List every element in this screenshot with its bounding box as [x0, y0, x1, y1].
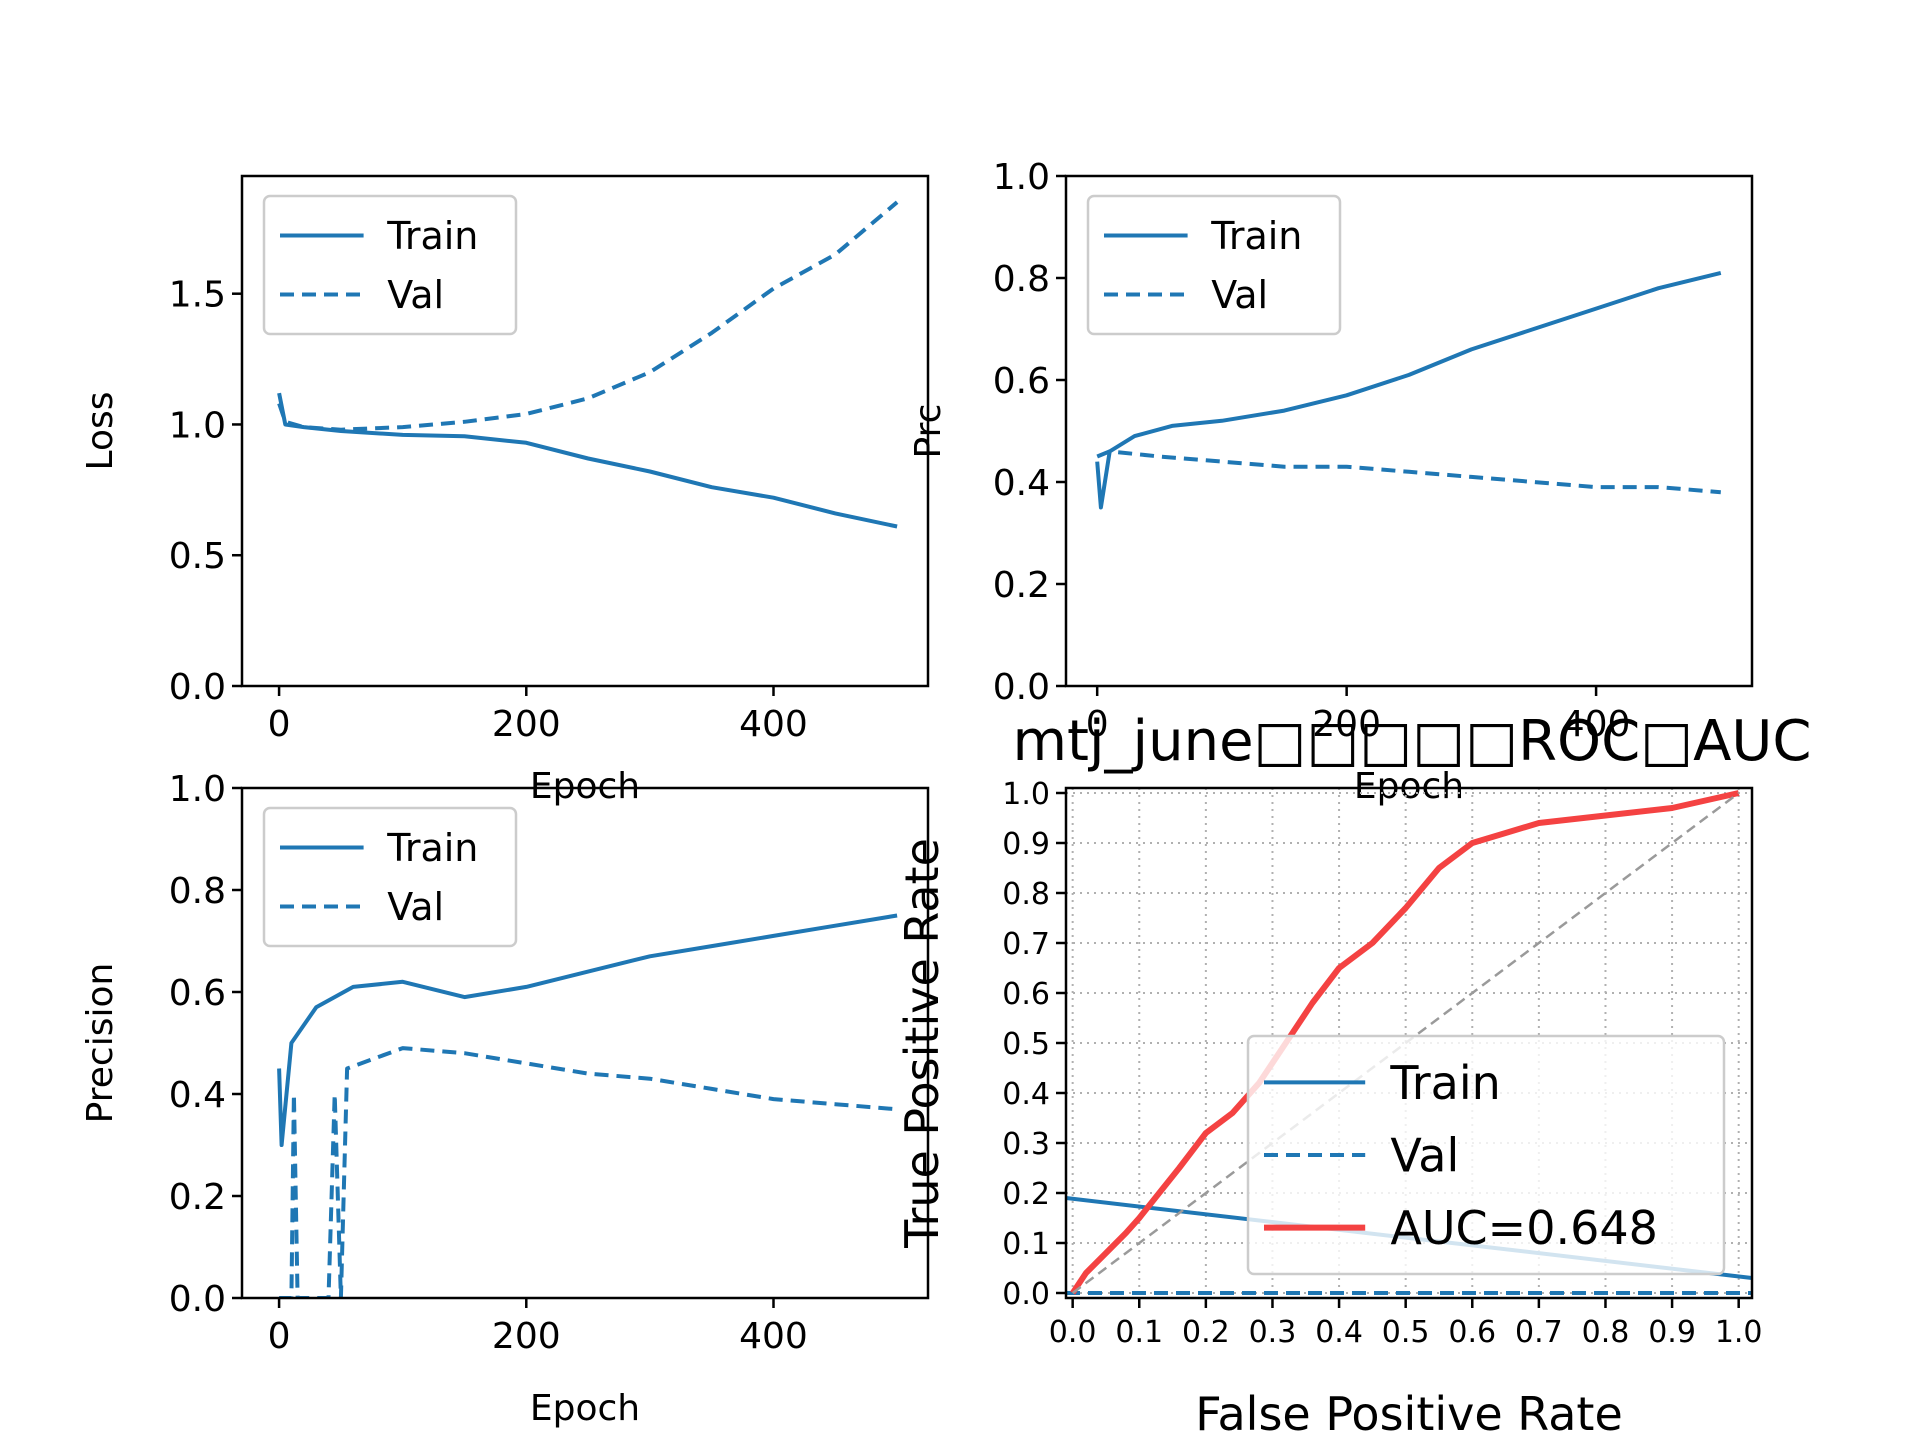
roc-legend-box [1246, 1034, 1726, 1276]
prc-series-train [1095, 270, 1722, 510]
precision-legend-label: Val [387, 885, 444, 929]
precision-legend-label: Train [386, 826, 478, 870]
loss-x-tick-label: 400 [739, 704, 808, 745]
precision-y-tick-label: 0.0 [169, 1279, 226, 1320]
prc-y-tick-label: 0.0 [993, 667, 1050, 708]
roc-x-tick-label: 0.1 [1115, 1315, 1163, 1350]
roc-x-tick-label: 0.0 [1049, 1315, 1097, 1350]
precision-x-tick-label: 200 [492, 1316, 561, 1357]
roc-x-tick-label: 0.5 [1382, 1315, 1430, 1350]
roc-y-tick-label: 0.8 [1002, 877, 1050, 912]
precision-axes-frame [240, 786, 930, 1300]
loss-y-tick-label: 1.5 [169, 275, 226, 316]
roc-series-auc-0-648 [1070, 790, 1740, 1295]
prc-series-val [1096, 449, 1721, 495]
precision-y-axis-label: Precision [80, 963, 121, 1124]
prc-legend-label: Val [1211, 273, 1268, 317]
roc-x-axis-label: False Positive Rate [1195, 1387, 1623, 1440]
roc-legend-label: Val [1390, 1129, 1459, 1183]
roc-x-tick-label: 0.9 [1648, 1315, 1696, 1350]
roc-legend: Train Val AUC=0.648 [1246, 1034, 1726, 1276]
roc-x-tick-label: 0.2 [1182, 1315, 1230, 1350]
precision-panel: 0 200 400 0.0 0.2 0.4 0.6 0.8 1.0 Epoch Precision T… [80, 769, 930, 1429]
precision-series-train [277, 913, 898, 1147]
roc-x-tick-label: 0.6 [1448, 1315, 1496, 1350]
prc-y-axis-label: Prc [908, 404, 949, 459]
precision-series-val [279, 1046, 898, 1298]
prc-x-tick-label: 400 [1562, 704, 1631, 745]
loss-x-tick-label: 200 [492, 704, 561, 745]
prc-y-tick-label: 0.6 [993, 361, 1050, 402]
prc-panel: 0 200 400 0.0 0.2 0.4 0.6 0.8 1.0 Epoch Prc Train Va… [908, 157, 1754, 807]
prc-y-tick-label: 1.0 [993, 157, 1050, 198]
roc-x-tick-label: 0.7 [1515, 1315, 1563, 1350]
prc-x-axis-label: Epoch [1354, 766, 1464, 807]
precision-legend-box [262, 806, 518, 948]
prc-y-tick-label: 0.8 [993, 259, 1050, 300]
loss-plot-area [277, 200, 899, 529]
roc-panel: 0.0 0.1 0.2 0.3 0.4 0.5 0.6 0.7 0.8 0.9 1.0 0.0 0.1 0… [895, 777, 1763, 1440]
precision-plot-area [277, 913, 898, 1298]
roc-y-tick-label: 0.6 [1002, 977, 1050, 1012]
prc-x-tick-label: 200 [1312, 704, 1381, 745]
roc-x-tick-label: 1.0 [1715, 1315, 1763, 1350]
roc-y-tick-label: 0.7 [1002, 927, 1050, 962]
loss-y-tick-label: 0.5 [169, 536, 226, 577]
roc-y-tick-label: 0.1 [1002, 1227, 1050, 1262]
loss-y-tick-label: 1.0 [169, 405, 226, 446]
loss-series-train [277, 392, 898, 529]
precision-x-tick-label: 0 [268, 1316, 291, 1357]
prc-legend-box [1086, 194, 1342, 336]
prc-y-tick-label: 0.4 [993, 463, 1050, 504]
precision-y-tick-label: 0.2 [169, 1177, 226, 1218]
prc-plot-area [1095, 270, 1722, 510]
precision-y-tick-label: 0.6 [169, 973, 226, 1014]
roc-legend-label: Train [1389, 1056, 1500, 1110]
prc-x-tick-label: 0 [1086, 704, 1109, 745]
precision-legend: Train Val [262, 806, 518, 948]
roc-chart-title: mtj_june□□□□□ROC□AUC [1012, 709, 1811, 774]
loss-y-axis-label: Loss [80, 392, 121, 471]
roc-x-tick-label: 0.8 [1582, 1315, 1630, 1350]
precision-x-tick-label: 400 [739, 1316, 808, 1357]
prc-axes-frame [1064, 174, 1754, 688]
prc-y-tick-label: 0.2 [993, 565, 1050, 606]
roc-y-tick-label: 0.9 [1002, 827, 1050, 862]
loss-x-axis-label: Epoch [530, 766, 640, 807]
roc-y-tick-label: 0.0 [1002, 1277, 1050, 1312]
loss-legend-label: Val [387, 273, 444, 317]
roc-y-tick-label: 0.2 [1002, 1177, 1050, 1212]
roc-legend-label: AUC=0.648 [1390, 1201, 1658, 1255]
roc-x-tick-label: 0.3 [1249, 1315, 1297, 1350]
roc-y-tick-label: 0.4 [1002, 1077, 1050, 1112]
roc-y-tick-label: 1.0 [1002, 777, 1050, 812]
precision-y-tick-label: 0.8 [169, 871, 226, 912]
roc-y-axis-label: True Positive Rate [895, 838, 949, 1249]
loss-axes-frame [240, 174, 930, 688]
precision-x-axis-label: Epoch [530, 1388, 640, 1429]
loss-legend-box [262, 194, 518, 336]
loss-panel: 0 200 400 0.0 0.5 1.0 1.5 Epoch Loss Train Val [80, 174, 930, 807]
precision-y-tick-label: 1.0 [169, 769, 226, 810]
loss-y-tick-label: 0.0 [169, 667, 226, 708]
loss-legend: Train Val [262, 194, 518, 336]
loss-legend-label: Train [386, 214, 478, 258]
roc-x-tick-label: 0.4 [1315, 1315, 1363, 1350]
roc-y-tick-label: 0.3 [1002, 1127, 1050, 1162]
prc-legend: Train Val [1086, 194, 1342, 336]
precision-y-tick-label: 0.4 [169, 1075, 226, 1116]
loss-x-tick-label: 0 [268, 704, 291, 745]
prc-legend-label: Train [1210, 214, 1302, 258]
roc-y-tick-label: 0.5 [1002, 1027, 1050, 1062]
